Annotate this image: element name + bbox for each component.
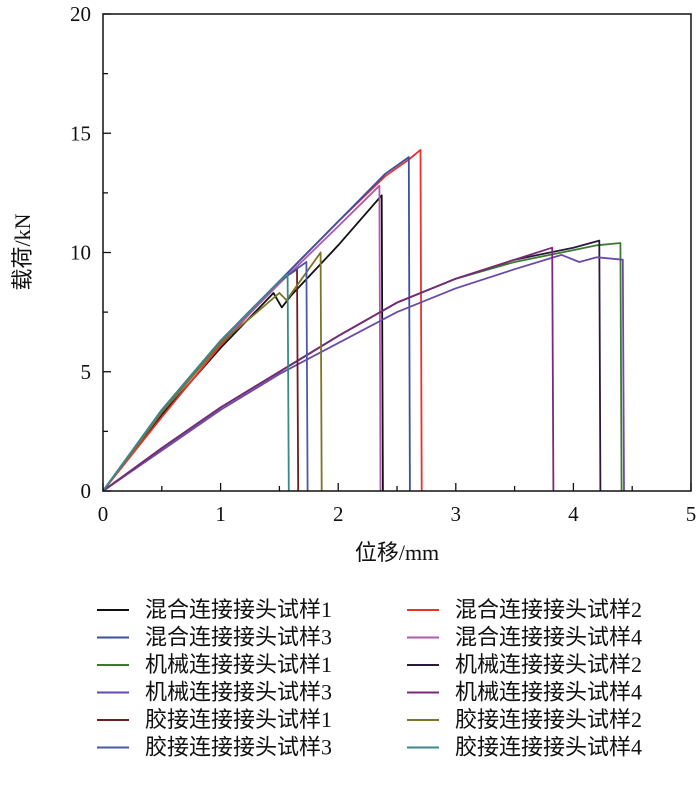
x-tick-label: 1 [215, 502, 226, 526]
y-tick-label: 5 [81, 360, 92, 384]
legend-label: 混合连接接头试样3 [145, 625, 332, 650]
legend-item-6: 机械连接接头试样2 [407, 652, 642, 677]
series-layer [102, 148, 625, 492]
legend-item-11: 胶接连接接头试样3 [97, 735, 332, 760]
plot-frame [102, 13, 692, 492]
series-line-12 [102, 273, 290, 492]
x-tick-label: 0 [98, 502, 109, 526]
legend-label: 胶接连接接头试样3 [145, 735, 332, 760]
series-line-4 [102, 184, 382, 492]
legend-label: 胶接连接接头试样4 [455, 735, 642, 760]
series-line-7 [102, 253, 625, 492]
legend-item-7: 机械连接接头试样3 [97, 680, 332, 705]
x-tick-label: 4 [568, 502, 579, 526]
y-tick-label: 0 [81, 479, 92, 503]
legend-item-4: 混合连接接头试样4 [407, 625, 642, 650]
legend-label: 混合连接接头试样4 [455, 625, 642, 650]
legend-label: 机械连接接头试样4 [455, 680, 642, 705]
legend-item-2: 混合连接接头试样2 [407, 597, 642, 622]
legend-item-3: 混合连接接头试样3 [97, 625, 332, 650]
y-axis-title: 载荷/kN [10, 213, 35, 290]
y-tick-label: 15 [70, 121, 91, 145]
series-line-5 [102, 242, 623, 492]
x-axis-title: 位移/mm [355, 540, 439, 565]
legend-item-1: 混合连接接头试样1 [97, 597, 332, 622]
series-line-3 [102, 156, 411, 492]
legend-label: 混合连接接头试样1 [145, 597, 332, 622]
series-line-8 [102, 246, 555, 492]
y-tick-label: 10 [70, 241, 91, 265]
series-line-2 [102, 148, 423, 492]
y-tick-label: 20 [70, 2, 91, 26]
x-tick-label: 5 [686, 502, 697, 526]
x-tick-label: 2 [333, 502, 344, 526]
legend-item-9: 胶接连接接头试样1 [97, 707, 332, 732]
legend-label: 机械连接接头试样3 [145, 680, 332, 705]
tick-layer: 0 1 2 3 4 5 0 5 10 15 20 [70, 2, 696, 526]
legend-item-10: 胶接连接接头试样2 [407, 707, 642, 732]
series-line-6 [102, 239, 602, 492]
x-tick-label: 3 [451, 502, 462, 526]
legend-item-5: 机械连接接头试样1 [97, 652, 332, 677]
legend-label: 混合连接接头试样2 [455, 597, 642, 622]
series-line-1 [102, 194, 384, 492]
series-line-10 [102, 251, 323, 492]
legend-label: 胶接连接接头试样2 [455, 707, 642, 732]
legend-item-8: 机械连接接头试样4 [407, 680, 642, 705]
legend-label: 机械连接接头试样1 [145, 652, 332, 677]
legend-item-12: 胶接连接接头试样4 [407, 735, 642, 760]
legend-label: 胶接连接接头试样1 [145, 707, 332, 732]
legend-label: 机械连接接头试样2 [455, 652, 642, 677]
